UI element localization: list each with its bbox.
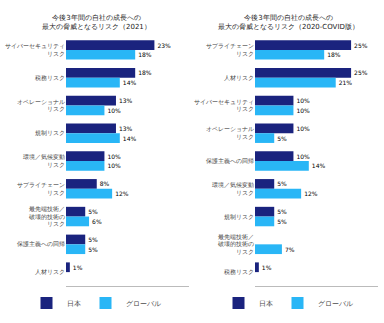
svg-text:5%: 5% [277, 218, 287, 225]
svg-text:サプライチェーンリスク: サプライチェーンリスク [206, 42, 254, 57]
svg-text:1%: 1% [73, 264, 83, 271]
svg-text:規制リスク: 規制リスク [224, 213, 254, 220]
svg-text:18%: 18% [327, 51, 341, 58]
svg-text:7%: 7% [285, 246, 295, 253]
svg-text:5%: 5% [277, 208, 287, 215]
svg-text:5%: 5% [88, 236, 98, 243]
svg-text:8%: 8% [100, 180, 110, 187]
svg-text:12%: 12% [304, 190, 318, 197]
svg-text:環境／気候変動リスク: 環境／気候変動リスク [23, 153, 65, 168]
svg-text:10%: 10% [107, 107, 121, 114]
svg-text:18%: 18% [138, 69, 152, 76]
svg-text:オペレーショナルリスク: オペレーショナルリスク [17, 98, 65, 113]
svg-text:サイバーセキュリティリスク: サイバーセキュリティリスク [5, 42, 65, 57]
svg-text:10%: 10% [107, 162, 121, 169]
svg-text:5%: 5% [88, 246, 98, 253]
svg-text:14%: 14% [123, 79, 137, 86]
svg-text:最先端技術／破壊的技術のリスク: 最先端技術／破壊的技術のリスク [217, 233, 254, 256]
svg-text:18%: 18% [138, 51, 152, 58]
svg-text:25%: 25% [354, 69, 368, 76]
svg-text:日本: 日本 [259, 300, 273, 308]
svg-text:14%: 14% [312, 162, 326, 169]
svg-text:保護主義への回帰: 保護主義への回帰 [17, 240, 65, 247]
svg-text:21%: 21% [339, 79, 353, 86]
svg-text:人材リスク: 人材リスク [224, 74, 254, 81]
svg-text:グローバル: グローバル [318, 300, 353, 308]
svg-text:6%: 6% [92, 218, 102, 225]
svg-text:環境／気候変動リスク: 環境／気候変動リスク [212, 181, 254, 196]
svg-text:税務リスク: 税務リスク [224, 268, 254, 275]
svg-text:10%: 10% [296, 125, 310, 132]
svg-text:10%: 10% [107, 153, 121, 160]
svg-text:10%: 10% [296, 153, 310, 160]
svg-text:5%: 5% [277, 180, 287, 187]
svg-text:今後3年間の自社の成長への最大の脅威となるリスク（2021）: 今後3年間の自社の成長への最大の脅威となるリスク（2021） [42, 14, 151, 31]
svg-text:保護主義への回帰: 保護主義への回帰 [206, 157, 254, 164]
svg-text:グローバル: グローバル [126, 300, 161, 308]
svg-text:10%: 10% [296, 97, 310, 104]
svg-text:1%: 1% [262, 264, 272, 271]
svg-text:25%: 25% [354, 42, 368, 49]
svg-text:オペレーショナルリスク: オペレーショナルリスク [206, 125, 254, 140]
svg-text:税務リスク: 税務リスク [35, 74, 65, 81]
svg-text:日本: 日本 [67, 300, 81, 308]
svg-text:23%: 23% [157, 42, 171, 49]
svg-text:規制リスク: 規制リスク [35, 129, 65, 136]
svg-text:5%: 5% [277, 135, 287, 142]
svg-text:14%: 14% [123, 135, 137, 142]
svg-text:13%: 13% [119, 97, 133, 104]
svg-text:サプライチェーンリスク: サプライチェーンリスク [17, 181, 65, 196]
svg-text:10%: 10% [296, 107, 310, 114]
svg-text:サイバーセキュリティリスク: サイバーセキュリティリスク [194, 98, 254, 113]
svg-text:最先端技術／破壊的技術のリスク: 最先端技術／破壊的技術のリスク [28, 205, 65, 228]
svg-text:5%: 5% [88, 208, 98, 215]
svg-text:今後3年間の自社の成長への最大の脅威となるリスク（2020-: 今後3年間の自社の成長への最大の脅威となるリスク（2020-COVID版） [218, 14, 359, 31]
svg-text:人材リスク: 人材リスク [35, 268, 65, 275]
svg-text:12%: 12% [115, 190, 129, 197]
svg-text:13%: 13% [119, 125, 133, 132]
